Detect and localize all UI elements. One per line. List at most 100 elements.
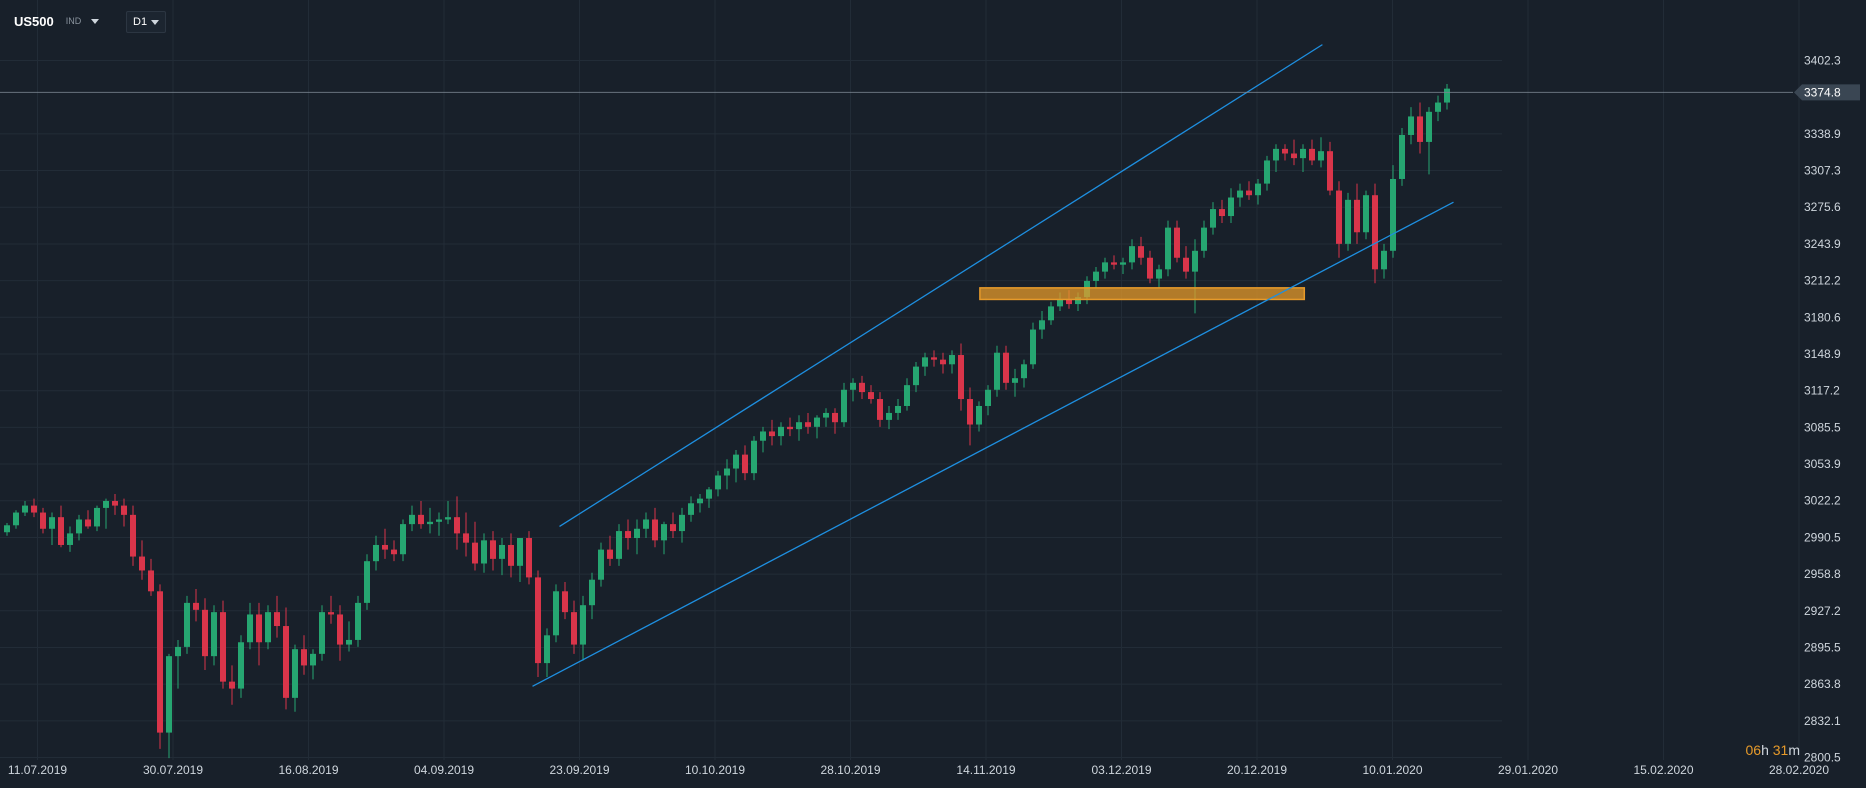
candle-body xyxy=(301,649,307,666)
candle xyxy=(292,644,298,712)
candle xyxy=(1282,144,1288,161)
candle xyxy=(256,602,262,666)
candle-body xyxy=(850,382,856,390)
candle-body xyxy=(1291,153,1297,159)
time-axis-label: 28.10.2019 xyxy=(820,763,880,777)
time-axis-label: 16.08.2019 xyxy=(278,763,338,777)
time-axis-label: 29.01.2020 xyxy=(1498,763,1558,777)
candle xyxy=(1435,95,1441,122)
candle-body xyxy=(922,357,928,367)
symbol-name[interactable]: US500 xyxy=(14,13,54,29)
candle-body xyxy=(328,612,334,615)
candle-body xyxy=(85,519,91,527)
candle-body xyxy=(22,505,28,513)
candle xyxy=(193,588,199,622)
candle-body xyxy=(544,635,550,664)
candle-body xyxy=(634,528,640,539)
candle-countdown: 06h 31m xyxy=(1745,742,1800,758)
candle xyxy=(589,572,595,620)
candle-body xyxy=(1237,190,1243,198)
candle-body xyxy=(319,612,325,654)
candle xyxy=(1399,128,1405,186)
time-axis-label: 20.12.2019 xyxy=(1227,763,1287,777)
candle-body xyxy=(1408,116,1414,135)
candle-body xyxy=(1012,378,1018,383)
price-axis-label: 2895.5 xyxy=(1804,640,1841,654)
candle xyxy=(976,401,982,432)
chevron-down-icon[interactable] xyxy=(91,18,100,24)
candle-body xyxy=(1444,88,1450,103)
candle xyxy=(4,522,10,536)
candle xyxy=(1309,139,1315,166)
chevron-down-icon[interactable] xyxy=(151,19,160,25)
candle xyxy=(895,399,901,420)
price-axis: 3402.3 3338.9 3307.3 3275.6 3243.9 3212.2 3180… xyxy=(1804,54,1841,765)
candle xyxy=(139,540,145,580)
candle xyxy=(850,378,856,402)
timeframe-selector[interactable]: D1 xyxy=(126,11,167,33)
price-axis-label: 3180.6 xyxy=(1804,310,1841,324)
candle-body xyxy=(607,549,613,559)
candle-body xyxy=(1381,250,1387,270)
symbol-selector[interactable]: US500 IND xyxy=(14,10,100,32)
candle xyxy=(1039,311,1045,339)
candle-body xyxy=(337,614,343,645)
candle xyxy=(1012,368,1018,397)
candle-body xyxy=(724,468,730,476)
candle-body xyxy=(1030,329,1036,365)
candle xyxy=(40,507,46,534)
candle xyxy=(652,507,658,548)
candle-body xyxy=(184,602,190,647)
candle xyxy=(769,419,775,446)
candle-body xyxy=(499,544,505,559)
candle xyxy=(337,605,343,661)
candle xyxy=(1417,102,1423,154)
time-axis-label: 10.10.2019 xyxy=(685,763,745,777)
candle xyxy=(877,392,883,427)
candle-body xyxy=(382,544,388,550)
candle xyxy=(166,653,172,759)
candle xyxy=(157,584,163,749)
price-axis-label: 3307.3 xyxy=(1804,164,1841,178)
price-axis-label: 3085.5 xyxy=(1804,420,1841,434)
candle-body xyxy=(733,454,739,469)
candle xyxy=(1273,144,1279,173)
candle-body xyxy=(949,355,955,365)
candle-body xyxy=(706,489,712,499)
candle xyxy=(679,507,685,543)
candle xyxy=(481,533,487,573)
candle xyxy=(1165,220,1171,277)
candle-body xyxy=(454,517,460,534)
candle xyxy=(580,595,586,661)
candle xyxy=(634,519,640,555)
candle-body xyxy=(1228,197,1234,217)
channel-lower xyxy=(532,201,1454,687)
candle xyxy=(670,512,676,539)
candle xyxy=(1120,257,1126,274)
candle-body xyxy=(148,570,154,592)
candle xyxy=(229,665,235,705)
candle xyxy=(562,582,568,620)
candle-body xyxy=(1192,250,1198,272)
candle-body xyxy=(391,549,397,555)
candle xyxy=(1192,239,1198,314)
candle xyxy=(1228,188,1234,223)
candle-body xyxy=(688,503,694,515)
candle xyxy=(778,422,784,446)
candle-body xyxy=(796,422,802,430)
chart-overlays xyxy=(532,44,1454,687)
candle-body xyxy=(292,649,298,698)
candle xyxy=(364,554,370,610)
candle xyxy=(238,635,244,698)
candle xyxy=(49,512,55,545)
candle-body xyxy=(940,359,946,365)
candle xyxy=(1021,359,1027,388)
time-axis-label: 23.09.2019 xyxy=(549,763,609,777)
candle xyxy=(643,512,649,539)
candle-body xyxy=(400,524,406,555)
candle xyxy=(1003,345,1009,390)
candle xyxy=(76,514,82,541)
candle-body xyxy=(1426,111,1432,142)
chart-grid xyxy=(0,0,1800,760)
